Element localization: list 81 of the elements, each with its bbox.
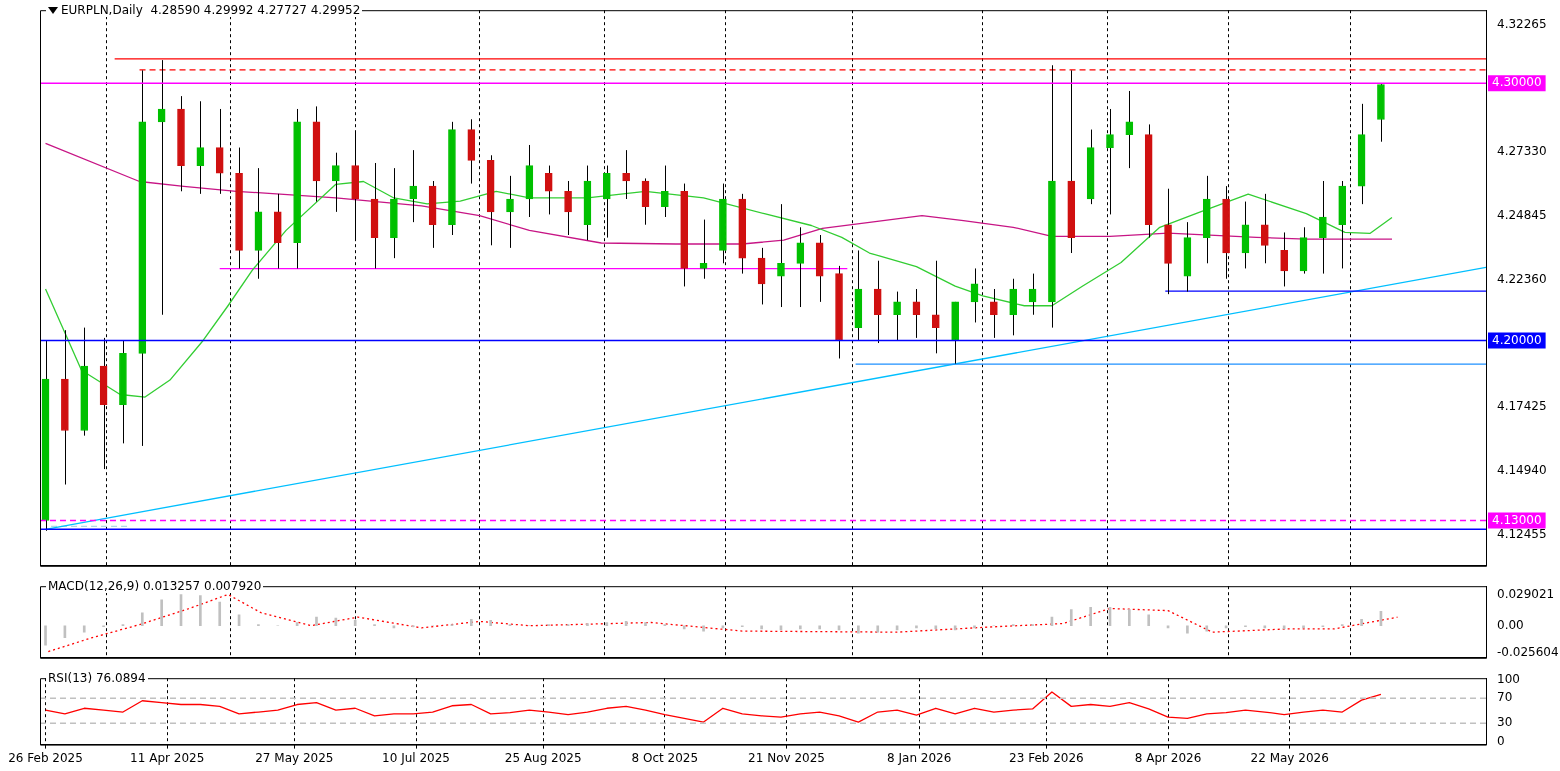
x-tick-label: 25 Aug 2025: [504, 750, 582, 765]
x-tick-label: 26 Feb 2025: [8, 750, 83, 765]
bar: [82, 625, 86, 633]
bar: [702, 625, 705, 632]
x-tick-label: 11 Apr 2025: [130, 750, 205, 765]
bar: [1302, 625, 1305, 629]
candlestick: [699, 219, 708, 280]
candlestick: [990, 288, 998, 339]
y-tick-label: 70: [1497, 690, 1513, 705]
bar: [857, 625, 860, 634]
bar: [199, 595, 202, 627]
bar: [876, 625, 880, 633]
bar: [140, 612, 144, 627]
y-tick-label: 4.17425: [1497, 398, 1547, 413]
bar: [1089, 607, 1092, 627]
candlestick: [661, 165, 669, 218]
bar: [1186, 625, 1189, 634]
ref-line-label: 4.13000: [1492, 512, 1542, 527]
x-tick-label: 27 May 2025: [255, 750, 334, 765]
x-tick-label: 8 Oct 2025: [631, 750, 699, 765]
bar: [760, 625, 763, 630]
bar: [915, 625, 918, 629]
bar: [315, 616, 318, 627]
y-tick-label: -0.025604: [1497, 645, 1559, 660]
bar: [1147, 614, 1151, 627]
y-tick-label: 4.12455: [1497, 526, 1547, 541]
candlestick: [893, 291, 901, 341]
candlestick: [196, 100, 205, 195]
y-tick-label: 4.22360: [1497, 271, 1547, 286]
candlestick: [332, 152, 340, 213]
y-tick-label: 4.24845: [1497, 207, 1547, 222]
chart-title: MACD(12,26,9) 0.013257 0.007920: [48, 579, 262, 593]
bar: [818, 625, 822, 630]
candlestick: [564, 180, 572, 236]
candlestick: [1319, 180, 1327, 275]
chart-title: RSI(13) 76.0894: [48, 671, 146, 685]
y-tick-label: 30: [1497, 715, 1513, 730]
bar: [1069, 609, 1073, 627]
candlestick: [409, 149, 418, 223]
bar: [605, 622, 609, 627]
x-tick-label: 23 Feb 2026: [1009, 750, 1084, 765]
y-tick-label: 100: [1497, 671, 1520, 686]
bar: [218, 601, 222, 627]
y-tick-label: 0: [1497, 734, 1505, 749]
x-tick-label: 21 Nov 2025: [748, 750, 825, 765]
x-tick-label: 8 Jan 2026: [887, 750, 952, 765]
bar: [469, 618, 473, 627]
bar: [973, 625, 976, 629]
ref-line-label: 4.30000: [1492, 75, 1542, 90]
bar: [44, 625, 47, 646]
candlestick: [777, 203, 785, 308]
bar: [586, 623, 589, 627]
bar: [160, 599, 163, 627]
candlestick: [796, 226, 805, 308]
x-tick-label: 22 May 2026: [1250, 750, 1329, 765]
bar: [644, 622, 647, 627]
y-tick-label: 4.32265: [1497, 17, 1547, 32]
candlestick: [622, 149, 630, 200]
bar: [934, 625, 938, 630]
y-tick-label: 4.14940: [1497, 462, 1547, 477]
bar: [1205, 625, 1209, 632]
bar: [1263, 625, 1267, 629]
candlestick: [544, 165, 553, 215]
candlestick: [931, 260, 940, 354]
line-series: [47, 593, 1399, 653]
y-tick-label: 0.00: [1497, 617, 1524, 632]
chart-title: EURPLN,Daily 4.28590 4.29992 4.27727 4.29952: [61, 3, 361, 17]
candlestick: [506, 175, 514, 249]
bar: [799, 625, 802, 630]
x-tick-label: 10 Jul 2025: [382, 750, 450, 765]
candlestick: [1260, 193, 1269, 264]
y-tick-label: 4.27330: [1497, 144, 1547, 159]
ref-line-label: 4.20000: [1492, 332, 1542, 347]
y-tick-label: 0.029021: [1497, 586, 1555, 601]
bar: [1360, 618, 1363, 627]
bar: [1128, 609, 1131, 627]
x-tick-label: 8 Apr 2026: [1134, 750, 1202, 765]
bar: [353, 620, 357, 627]
bar: [489, 620, 492, 627]
bar: [682, 625, 686, 630]
candlestick: [1280, 231, 1288, 287]
